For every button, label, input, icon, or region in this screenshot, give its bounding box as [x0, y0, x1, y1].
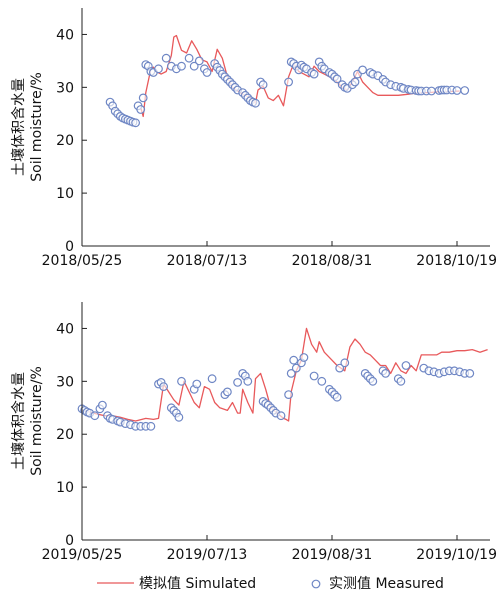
measured-point: [146, 421, 156, 431]
x-tick-label: 2018/05/25: [42, 253, 123, 269]
y-ticks-2018: 0 10 20 30 40: [56, 27, 87, 255]
y-tick-label: 0: [65, 533, 74, 549]
y-tick-label: 30: [56, 374, 74, 390]
measured-point: [159, 382, 169, 392]
measured-point: [177, 376, 186, 386]
measured-point: [194, 56, 204, 66]
y-tick-label: 20: [56, 427, 74, 443]
y-ticks-2019: 0 10 20 30 40: [56, 321, 87, 549]
series-line-simulated: [140, 34, 460, 118]
measured-point: [174, 412, 184, 422]
measured-point: [131, 118, 141, 128]
measured-point: [284, 390, 294, 400]
measured-point: [202, 68, 212, 77]
y-tick-label: 0: [65, 239, 74, 255]
y-tick-label: 40: [56, 321, 74, 337]
measured-point: [309, 371, 319, 381]
y-tick-label: 40: [56, 27, 74, 43]
y-tick-label: 10: [56, 480, 74, 496]
measured-point: [177, 61, 186, 71]
y-axis-title-line2-2018: Soil moisture/%: [29, 72, 45, 182]
chart-panel-2019: 0 10 20 30 40 2019/05/25 2019/07/13 2019/08/31…: [10, 302, 497, 563]
measured-point: [138, 93, 148, 103]
legend-measured-label: 实测值 Measured: [329, 576, 444, 592]
measured-point: [222, 387, 232, 397]
plot-area-2019: [77, 327, 488, 431]
measured-point: [309, 69, 319, 79]
measured-point: [401, 361, 411, 370]
x-tick-label: 2019/08/31: [292, 547, 373, 563]
series-line-simulated: [81, 327, 488, 422]
measured-point: [396, 376, 406, 386]
measured-point: [299, 353, 309, 362]
measured-point: [317, 376, 327, 386]
y-tick-label: 20: [56, 133, 74, 149]
x-ticks-2019: 2019/05/25 2019/07/13 2019/08/31 2019/10/19: [42, 535, 497, 563]
measured-point: [368, 376, 378, 386]
x-tick-label: 2019/07/13: [167, 547, 248, 563]
measured-point: [276, 411, 286, 421]
x-tick-label: 2018/10/19: [416, 253, 497, 269]
measured-point: [192, 379, 202, 389]
y-axis-title-line2-2019: Soil moisture/%: [29, 366, 45, 476]
legend-simulated-label: 模拟值 Simulated: [139, 576, 256, 592]
measured-point: [207, 374, 217, 384]
y-tick-label: 30: [56, 80, 74, 96]
measured-point: [258, 80, 268, 90]
measured-point: [154, 64, 163, 74]
y-tick-label: 10: [56, 186, 74, 202]
measured-point: [286, 369, 296, 378]
x-tick-label: 2018/07/13: [167, 253, 248, 269]
measured-point: [358, 65, 368, 75]
measured-point: [427, 86, 436, 96]
measured-point: [350, 77, 360, 87]
measured-point: [291, 363, 301, 373]
measured-point: [136, 105, 146, 114]
measured-point: [233, 378, 243, 387]
plot-area-2018: [105, 34, 470, 128]
measured-point: [332, 74, 342, 84]
measured-point: [161, 53, 171, 63]
legend: 模拟值 Simulated 实测值 Measured: [97, 576, 444, 592]
measured-point: [97, 400, 107, 410]
measured-point: [335, 363, 345, 373]
measured-point: [460, 86, 470, 95]
legend-measured-marker: [311, 579, 321, 589]
measured-point: [251, 98, 260, 108]
measured-point: [452, 86, 462, 95]
measured-point: [289, 355, 299, 365]
measured-point: [381, 369, 391, 378]
chart-panel-2018: 0 10 20 30 40 2018/05/25 2018/07/13 2018/08/31…: [10, 8, 497, 269]
measured-point: [184, 53, 194, 63]
measured-point: [189, 61, 199, 71]
y-axis-title-line1-2019: 土壤体积含水量: [10, 372, 27, 470]
measured-point: [340, 358, 350, 368]
measured-point: [465, 369, 475, 378]
measured-point: [284, 77, 294, 87]
measured-point: [332, 392, 342, 402]
measured-point: [243, 376, 253, 386]
x-ticks-2018: 2018/05/25 2018/07/13 2018/08/31 2018/10/19: [42, 241, 497, 269]
measured-point: [90, 411, 100, 421]
x-tick-label: 2019/05/25: [42, 547, 123, 563]
x-tick-label: 2018/08/31: [292, 253, 373, 269]
x-tick-label: 2019/10/19: [416, 547, 497, 563]
y-axis-title-line1-2018: 土壤体积含水量: [10, 78, 27, 176]
